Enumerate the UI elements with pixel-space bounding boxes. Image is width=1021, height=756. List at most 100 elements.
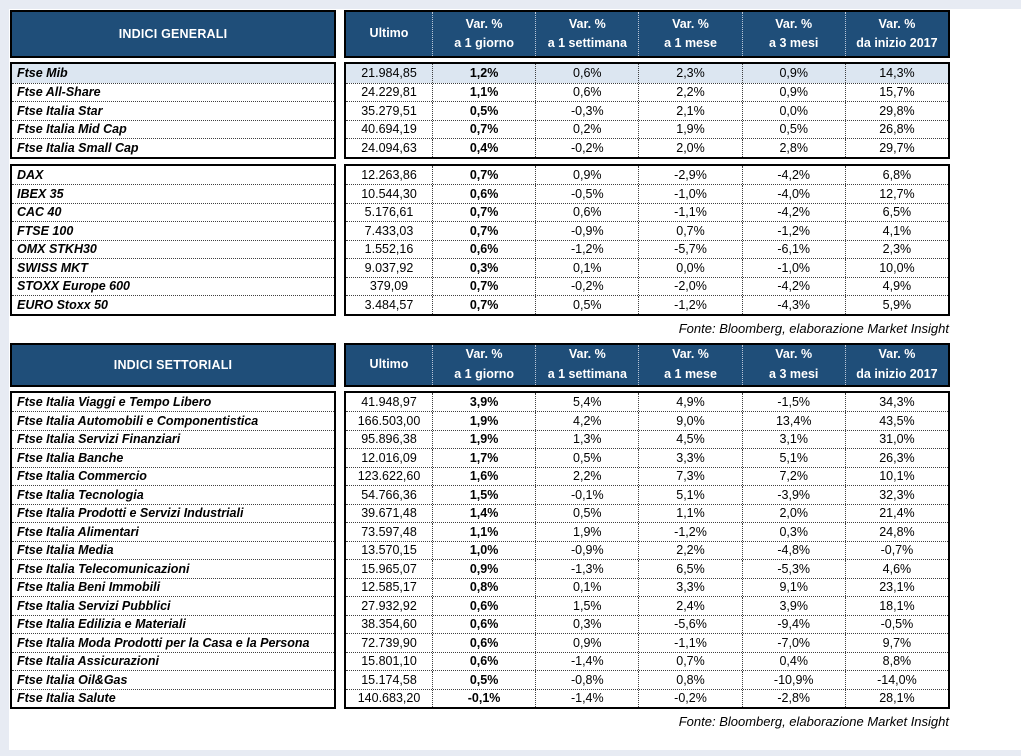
column-gap bbox=[336, 164, 344, 316]
var-cell: -4,2% bbox=[741, 277, 845, 295]
var-cell: -5,3% bbox=[741, 560, 845, 578]
table-row: 40.694,19 0,7% 0,2% 1,9% 0,5% 26,8% bbox=[346, 119, 948, 138]
index-name-cell: Ftse Italia Star bbox=[12, 101, 334, 120]
var-cell: 0,7% bbox=[432, 277, 535, 295]
ultimo-cell: 9.037,92 bbox=[364, 260, 414, 275]
source-note: Fonte: Bloomberg, elaborazione Market In… bbox=[678, 714, 949, 729]
var-cell: 0,7% bbox=[638, 652, 741, 670]
ultimo-cell: 40.694,19 bbox=[361, 122, 417, 137]
var-cell: 0,9% bbox=[432, 560, 535, 578]
table-row: 24.094,63 0,4% -0,2% 2,0% 2,8% 29,7% bbox=[346, 138, 948, 157]
var-cell: 1,9% bbox=[432, 412, 535, 430]
var-cell: 2,2% bbox=[638, 83, 741, 101]
table-body: Ftse Italia Viaggi e Tempo Libero Ftse It… bbox=[10, 390, 950, 709]
var-cell: 2,0% bbox=[741, 504, 845, 522]
var-cell: -1,4% bbox=[535, 689, 638, 707]
var-cell: 7,2% bbox=[741, 467, 845, 485]
var-label: Var. % bbox=[672, 16, 709, 31]
index-name-cell: Ftse Italia Tecnologia bbox=[12, 485, 334, 504]
ultimo-cell: 10.544,30 bbox=[361, 186, 417, 201]
column-header-ultimo: Ultimo bbox=[369, 26, 409, 41]
index-name-cell: Ftse Italia Viaggi e Tempo Libero bbox=[17, 394, 212, 409]
var-cell: 6,8% bbox=[844, 165, 948, 184]
var-cell: -1,5% bbox=[741, 392, 845, 411]
var-cell: -6,1% bbox=[741, 240, 845, 258]
var-cell: 7,3% bbox=[638, 467, 741, 485]
index-name-cell: OMX STKH30 bbox=[12, 239, 334, 259]
var-cell: 0,6% bbox=[432, 597, 535, 615]
var-cell: 3,9% bbox=[432, 392, 535, 411]
var-cell: 5,9% bbox=[844, 296, 948, 314]
var-cell: -1,1% bbox=[638, 203, 741, 221]
var-cell: 0,5% bbox=[741, 120, 845, 138]
var-cell: 0,7% bbox=[432, 222, 535, 240]
var-cell: -4,8% bbox=[741, 541, 845, 559]
table-header-row: INDICI SETTORIALI Ultimo Var. % a 1 gior… bbox=[10, 342, 950, 387]
column-headers: Ultimo Var. % a 1 giorno Var. % a 1 sett… bbox=[344, 10, 950, 58]
var-cell: -0,2% bbox=[535, 277, 638, 295]
var-cell: -3,9% bbox=[741, 486, 845, 504]
table-row: 166.503,00 1,9% 4,2% 9,0% 13,4% 43,5% bbox=[346, 411, 948, 430]
index-name-cell: Ftse Italia Commercio bbox=[12, 466, 334, 486]
var-cell: 15,7% bbox=[844, 83, 948, 101]
table-row: 21.984,85 1,2% 0,6% 2,3% 0,9% 14,3% bbox=[346, 64, 948, 83]
var-sublabel: a 1 giorno bbox=[454, 366, 514, 381]
var-cell: 0,5% bbox=[432, 102, 535, 120]
table-title: INDICI SETTORIALI bbox=[10, 342, 336, 387]
table-row: 15.801,10 0,6% -1,4% 0,7% 0,4% 8,8% bbox=[346, 651, 948, 670]
ultimo-cell: 140.683,20 bbox=[357, 691, 421, 706]
var-cell: 3,9% bbox=[741, 597, 845, 615]
var-label: Var. % bbox=[568, 347, 606, 362]
var-cell: -5,7% bbox=[638, 240, 741, 258]
var-cell: 2,2% bbox=[638, 541, 741, 559]
var-cell: 1,6% bbox=[432, 467, 535, 485]
var-cell: -0,8% bbox=[535, 671, 638, 689]
var-cell: 0,6% bbox=[432, 652, 535, 670]
var-cell: 29,8% bbox=[844, 102, 948, 120]
table-row: 15.965,07 0,9% -1,3% 6,5% -5,3% 4,6% bbox=[346, 559, 948, 578]
index-data-block: 12.263,86 0,7% 0,9% -2,9% -4,2% 6,8% 10.544,30… bbox=[344, 163, 950, 316]
var-cell: -1,4% bbox=[535, 652, 638, 670]
var-cell: 6,5% bbox=[638, 560, 741, 578]
var-cell: 5,1% bbox=[741, 449, 845, 467]
var-cell: 0,9% bbox=[535, 165, 638, 184]
var-cell: -0,9% bbox=[535, 541, 638, 559]
column-header-var-1-settimana: Var. % a 1 settimana bbox=[535, 344, 638, 385]
var-label: Var. % bbox=[878, 347, 916, 362]
var-sublabel: a 1 mese bbox=[664, 36, 717, 50]
var-cell: 9,1% bbox=[741, 578, 845, 596]
var-cell: -1,2% bbox=[638, 523, 741, 541]
var-cell: 14,3% bbox=[844, 64, 948, 83]
var-cell: -0,9% bbox=[535, 222, 638, 240]
ultimo-cell: 27.932,92 bbox=[361, 598, 417, 613]
var-cell: -1,2% bbox=[535, 240, 638, 258]
var-cell: -1,2% bbox=[741, 222, 845, 240]
var-cell: -0,2% bbox=[638, 689, 741, 707]
var-cell: -5,6% bbox=[638, 615, 741, 633]
var-cell: -0,5% bbox=[535, 185, 638, 203]
var-sublabel: a 3 mesi bbox=[769, 36, 819, 50]
ultimo-cell: 95.896,38 bbox=[361, 432, 417, 447]
var-cell: 13,4% bbox=[741, 412, 845, 430]
table-row: 41.948,97 3,9% 5,4% 4,9% -1,5% 34,3% bbox=[346, 392, 948, 411]
var-cell: 2,8% bbox=[741, 139, 845, 157]
var-cell: 1,2% bbox=[432, 64, 535, 83]
var-cell: 0,5% bbox=[535, 296, 638, 314]
var-cell: 0,5% bbox=[535, 504, 638, 522]
index-name-column: Ftse Italia Viaggi e Tempo Libero Ftse It… bbox=[10, 390, 336, 709]
index-name-cell: Ftse Italia Media bbox=[12, 540, 334, 560]
var-cell: 4,1% bbox=[844, 222, 948, 240]
var-cell: -1,0% bbox=[638, 185, 741, 203]
index-name-cell: Ftse Italia Edilizia e Materiali bbox=[12, 614, 334, 634]
table-row: 12.585,17 0,8% 0,1% 3,3% 9,1% 23,1% bbox=[346, 577, 948, 596]
column-header-var-3-mesi: Var. % a 3 mesi bbox=[741, 344, 845, 385]
ultimo-cell: 72.739,90 bbox=[361, 635, 417, 650]
ultimo-cell: 12.016,09 bbox=[361, 450, 417, 465]
table-row: 54.766,36 1,5% -0,1% 5,1% -3,9% 32,3% bbox=[346, 485, 948, 504]
table-row: 9.037,92 0,3% 0,1% 0,0% -1,0% 10,0% bbox=[346, 258, 948, 277]
var-cell: 12,7% bbox=[844, 185, 948, 203]
ultimo-cell: 24.229,81 bbox=[361, 85, 417, 100]
ultimo-cell: 3.484,57 bbox=[364, 297, 414, 312]
var-cell: 3,3% bbox=[638, 578, 741, 596]
var-cell: 28,1% bbox=[844, 689, 948, 707]
